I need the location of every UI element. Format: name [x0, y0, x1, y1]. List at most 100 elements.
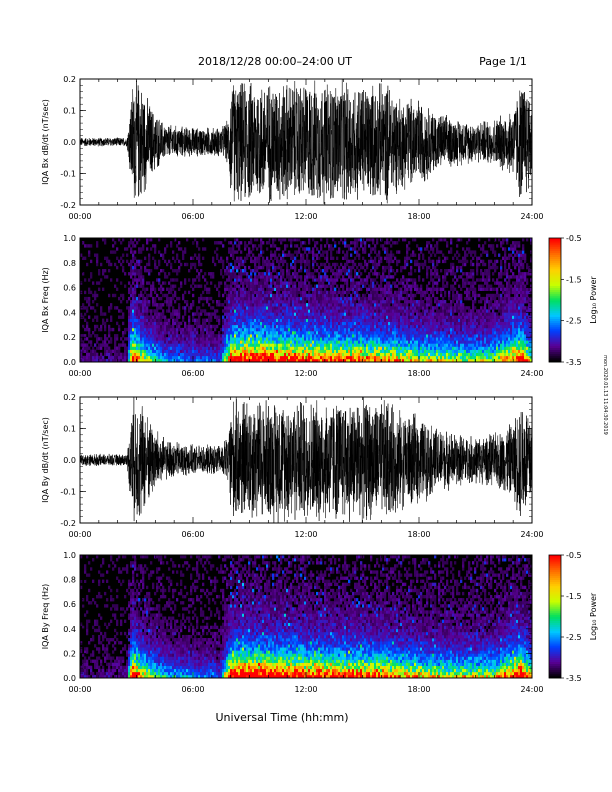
spectrogram-cell	[368, 272, 371, 276]
spectrogram-cell	[424, 355, 427, 360]
spectrogram-cell	[136, 281, 139, 285]
spectrogram-cell	[344, 303, 347, 307]
spectrogram-cell	[200, 337, 203, 341]
spectrogram-cell	[180, 262, 183, 267]
spectrogram-cell	[332, 281, 335, 285]
spectrogram-cell	[356, 312, 359, 316]
spectrogram-cell	[358, 306, 361, 310]
spectrogram-cell	[178, 355, 181, 360]
spectrogram-cell	[260, 318, 263, 322]
spectrogram-cell	[228, 349, 231, 353]
spectrogram-cell	[424, 321, 427, 326]
spectrogram-cell	[290, 278, 293, 282]
spectrogram-cell	[136, 349, 139, 353]
spectrogram-cell	[328, 358, 331, 363]
spectrogram-cell	[342, 256, 345, 260]
spectrogram-cell	[384, 278, 387, 282]
spectrogram-cell	[398, 331, 401, 335]
spectrogram-cell	[200, 349, 203, 353]
spectrogram-cell	[320, 324, 323, 329]
spectrogram-cell	[210, 324, 213, 329]
spectrogram-cell	[308, 352, 311, 357]
spectrogram-cell	[134, 278, 137, 282]
spectrogram-cell	[284, 309, 287, 313]
spectrogram-cell	[408, 340, 411, 344]
spectrogram-cell	[410, 296, 413, 301]
spectrogram-cell	[140, 349, 143, 353]
spectrogram-cell	[272, 343, 275, 347]
spectrogram-cell	[204, 312, 207, 316]
spectrogram-cell	[274, 331, 277, 335]
spectrogram-cell	[386, 315, 389, 319]
spectrogram-cell	[398, 315, 401, 319]
spectrogram-cell	[272, 262, 275, 267]
spectrogram-cell	[224, 327, 227, 332]
spectrogram-cell	[228, 293, 231, 298]
spectrogram-cell	[118, 343, 121, 347]
spectrogram-cell	[250, 256, 253, 260]
spectrogram-cell	[338, 312, 341, 316]
spectrogram-cell	[348, 265, 351, 270]
spectrogram-cell	[292, 281, 295, 285]
spectrogram-cell	[430, 272, 433, 276]
spectrogram-cell	[278, 306, 281, 310]
spectrogram-cell	[428, 327, 431, 332]
spectrogram-cell	[188, 278, 191, 282]
spectrogram-cell	[358, 309, 361, 313]
spectrogram-cell	[280, 306, 283, 310]
spectrogram-cell	[430, 296, 433, 301]
spectrogram-cell	[366, 349, 369, 353]
spectrogram-cell	[222, 334, 225, 338]
spectrogram-cell	[142, 300, 145, 304]
spectrogram-cell	[280, 343, 283, 347]
spectrogram-cell	[312, 238, 315, 242]
spectrogram-cell	[380, 309, 383, 313]
spectrogram-cell	[292, 358, 295, 363]
spectrogram-cell	[354, 358, 357, 363]
spectrogram-cell	[378, 331, 381, 335]
spectrogram-cell	[350, 287, 353, 291]
spectrogram-cell	[432, 334, 435, 338]
spectrogram-cell	[426, 334, 429, 338]
spectrogram-cell	[236, 309, 239, 313]
spectrogram-cell	[118, 309, 121, 313]
spectrogram-cell	[386, 318, 389, 322]
spectrogram-cell	[364, 324, 367, 329]
spectrogram-cell	[376, 275, 379, 279]
spectrogram-cell	[338, 315, 341, 319]
spectrogram-cell	[158, 358, 161, 363]
spectrogram-cell	[334, 346, 337, 350]
spectrogram-cell	[430, 253, 433, 257]
spectrogram-cell	[104, 238, 107, 242]
spectrogram-cell	[198, 337, 201, 341]
spectrogram-cell	[352, 300, 355, 304]
spectrogram-cell	[336, 278, 339, 282]
spectrogram-cell	[366, 343, 369, 347]
spectrogram-cell	[188, 327, 191, 332]
spectrogram-cell	[324, 355, 327, 360]
spectrogram-cell	[182, 334, 185, 338]
spectrogram-cell	[416, 244, 419, 248]
spectrogram-cell	[300, 256, 303, 260]
spectrogram-cell	[298, 346, 301, 350]
spectrogram-cell	[386, 337, 389, 341]
spectrogram-cell	[190, 284, 193, 288]
spectrogram-cell	[278, 321, 281, 326]
spectrogram-cell	[418, 256, 421, 260]
spectrogram-cell	[156, 334, 159, 338]
spectrogram-cell	[242, 296, 245, 301]
spectrogram-cell	[364, 309, 367, 313]
spectrogram-cell	[272, 355, 275, 360]
spectrogram-cell	[414, 318, 417, 322]
spectrogram-cell	[292, 346, 295, 350]
spectrogram-cell	[234, 238, 237, 242]
spectrogram-cell	[352, 355, 355, 360]
spectrogram-cell	[210, 337, 213, 341]
spectrogram-cell	[370, 306, 373, 310]
spectrogram-cell	[268, 265, 271, 270]
spectrogram-cell	[408, 312, 411, 316]
spectrogram-cell	[356, 337, 359, 341]
spectrogram-cell	[346, 300, 349, 304]
spectrogram-cell	[310, 318, 313, 322]
spectrogram-cell	[288, 312, 291, 316]
